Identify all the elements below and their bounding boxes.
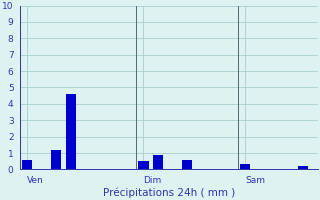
Bar (153, 155, 163, 169)
Bar (298, 166, 308, 169)
Bar (240, 164, 250, 169)
Bar (66, 94, 76, 169)
Bar (51, 150, 61, 169)
Bar (22, 160, 32, 169)
Bar (138, 161, 148, 169)
X-axis label: Précipitations 24h ( mm ): Précipitations 24h ( mm ) (103, 187, 235, 198)
Bar (182, 160, 192, 169)
